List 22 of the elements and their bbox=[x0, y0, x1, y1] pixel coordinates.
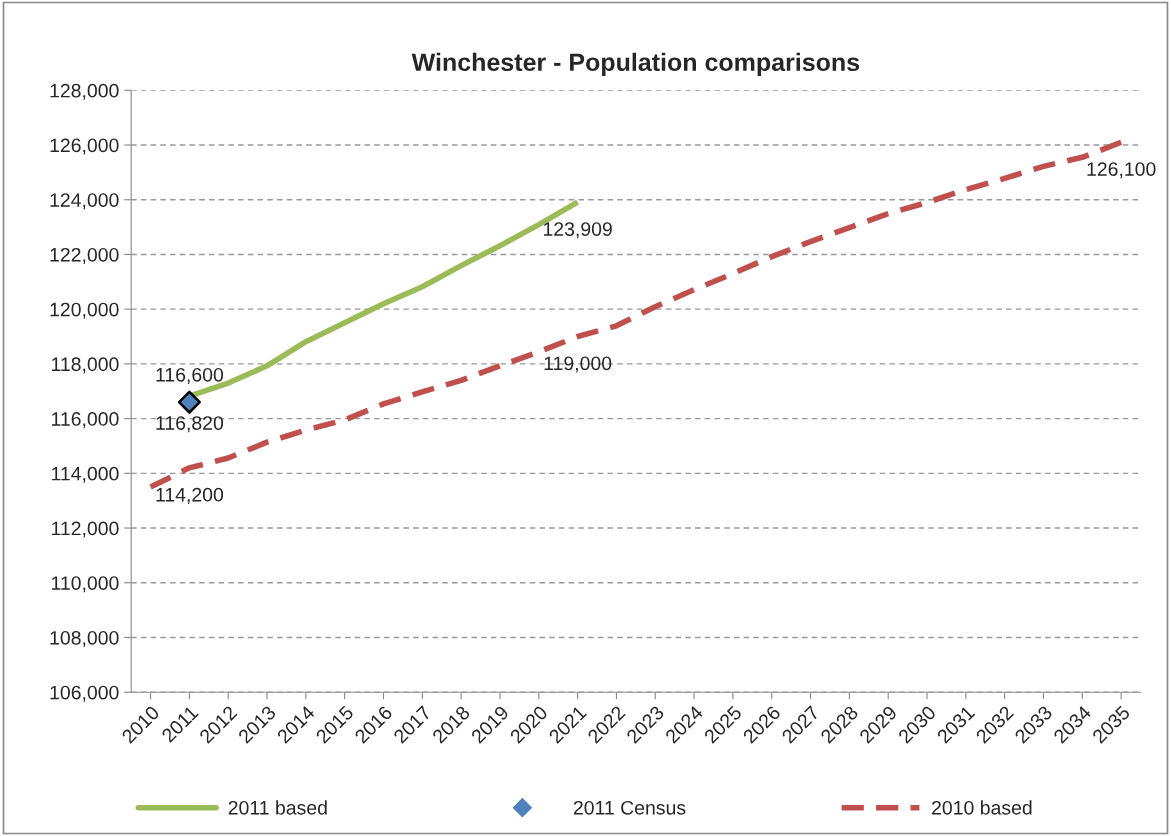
chart-title: Winchester - Population comparisons bbox=[411, 52, 860, 77]
data-label: 123,909 bbox=[543, 222, 612, 239]
data-label: 119,000 bbox=[544, 356, 612, 373]
y-tick-label: 110,000 bbox=[51, 576, 119, 593]
y-tick-label: 108,000 bbox=[50, 630, 119, 648]
y-tick-label: 116,000 bbox=[51, 412, 119, 429]
data-label: 116,600 bbox=[156, 367, 224, 384]
y-tick-label: 114,000 bbox=[51, 466, 119, 483]
data-label: 116,820 bbox=[156, 416, 224, 433]
data-label: 126,100 bbox=[1087, 162, 1156, 179]
y-tick-label: 128,000 bbox=[50, 83, 119, 100]
legend-label: 2011 based bbox=[228, 800, 327, 815]
y-tick-label: 112,000 bbox=[51, 521, 119, 538]
y-tick-label: 122,000 bbox=[50, 247, 119, 264]
y-tick-label: 124,000 bbox=[50, 193, 119, 210]
legend-label: 2010 based bbox=[932, 800, 1032, 815]
y-tick-label: 120,000 bbox=[50, 302, 119, 319]
y-tick-label: 118,000 bbox=[51, 357, 119, 374]
data-label: 114,200 bbox=[156, 487, 224, 504]
y-tick-label: 126,000 bbox=[50, 138, 119, 155]
y-tick-label: 106,000 bbox=[50, 685, 119, 702]
legend-label: 2011 Census bbox=[573, 800, 686, 815]
